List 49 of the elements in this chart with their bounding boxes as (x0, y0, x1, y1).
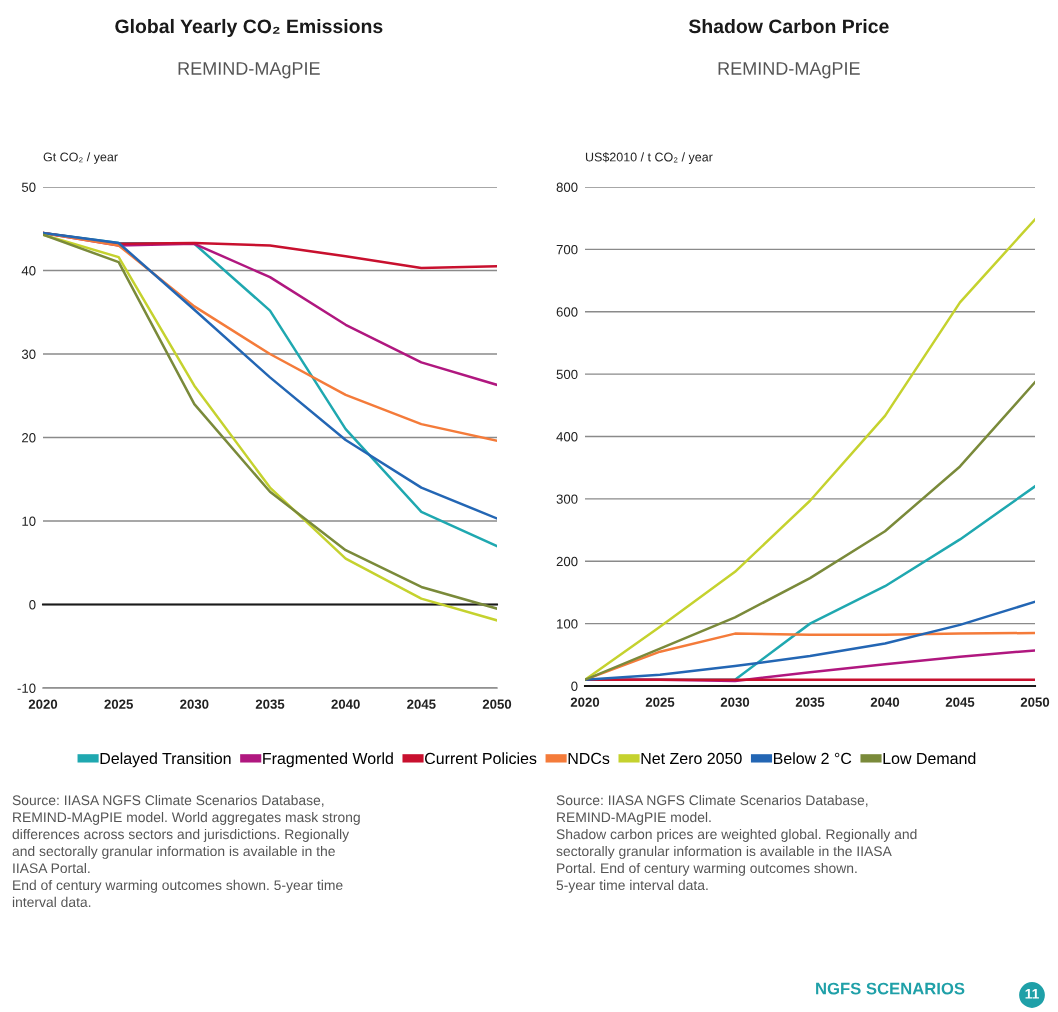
x-tick-label: 2020 (28, 699, 58, 709)
x-tick-label: 2035 (795, 697, 825, 707)
line-series (585, 380, 1035, 682)
y-axis-title: US$2010 / t CO₂ / year (585, 152, 713, 164)
y-tick-label: 200 (556, 556, 578, 567)
line-series (585, 600, 1035, 682)
y-tick-label: 100 (557, 619, 578, 629)
y-tick-label: 300 (556, 494, 578, 504)
x-tick-label: 2050 (1020, 697, 1050, 707)
y-tick-label: 0 (571, 681, 578, 691)
text: 11 (1025, 989, 1039, 999)
x-tick-label: 2030 (720, 697, 750, 707)
chart-title: Global Yearly CO₂ Emissions (115, 18, 383, 38)
y-tick-label: 500 (556, 369, 578, 380)
y-tick-label: 30 (21, 349, 36, 359)
x-tick-label: 2035 (255, 699, 285, 709)
y-tick-label: 600 (556, 307, 578, 317)
x-tick-label: 2045 (945, 697, 975, 707)
y-tick-label: 20 (22, 433, 36, 443)
x-tick-label: 2025 (645, 697, 675, 707)
y-tick-label: 10 (22, 516, 36, 526)
x-tick-label: 2020 (570, 697, 600, 707)
y-tick-label: -10 (17, 683, 36, 693)
legend-label: Low Demand (883, 752, 976, 765)
y-tick-label: 400 (556, 432, 578, 442)
x-tick-label: 2040 (870, 697, 900, 707)
legend-label: Current Policies (425, 752, 537, 765)
x-tick-label: 2050 (482, 699, 512, 709)
chart-subtitle: REMIND-MAgPIE (178, 62, 320, 79)
x-tick-label: 2030 (180, 699, 209, 709)
chart-subtitle: REMIND-MAgPIE (718, 62, 860, 79)
y-tick-label: 40 (21, 266, 36, 276)
y-tick-label: 0 (29, 600, 36, 610)
legend-label: Net Zero 2050 (641, 752, 742, 765)
legend-label: Delayed Transition (100, 752, 231, 768)
x-tick-label: 2025 (104, 699, 133, 709)
text: NGFS SCENARIOS (816, 982, 965, 995)
legend-label: NDCs (568, 752, 610, 765)
legend-label: Fragmented World (263, 752, 393, 768)
y-tick-label: 700 (556, 244, 578, 255)
y-tick-label: 800 (556, 182, 578, 192)
y-tick-label: 50 (21, 182, 36, 192)
source-note: Source: IIASA NGFS Climate Scenarios Database, REMIND-MAgPIE model. Shadow carbon prices are weighted global. Regionally and sectorally granular information is available in the IIASA Portal. End of century warming outcomes shown. 5-year time interval data. (556, 795, 917, 893)
source-note: Source: IIASA NGFS Climate Scenarios Database, REMIND-MAgPIE model. World aggregates mask strong differences across sectors and jurisdictions. Regionally and sectorally granular information is available in the IIASA Portal. End of century warming outcomes shown. 5-year time interval data. (12, 795, 360, 908)
x-tick-label: 2040 (331, 699, 360, 709)
legend-label: Below 2 °C (773, 752, 852, 765)
x-tick-label: 2045 (407, 699, 436, 709)
chart-title: Shadow Carbon Price (688, 18, 889, 34)
y-axis-title: Gt CO₂ / year (43, 152, 118, 164)
